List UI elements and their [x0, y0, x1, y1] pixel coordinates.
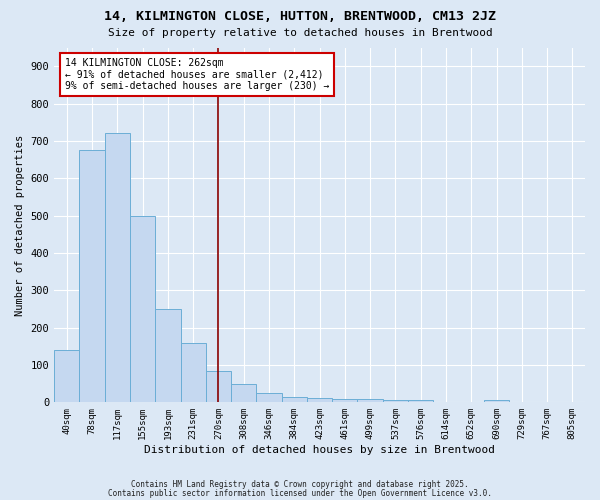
- Text: Contains HM Land Registry data © Crown copyright and database right 2025.: Contains HM Land Registry data © Crown c…: [131, 480, 469, 489]
- X-axis label: Distribution of detached houses by size in Brentwood: Distribution of detached houses by size …: [144, 445, 495, 455]
- Bar: [181, 342, 206, 402]
- Bar: [105, 134, 130, 402]
- Bar: [206, 370, 231, 402]
- Bar: [484, 400, 509, 402]
- Bar: [383, 400, 408, 402]
- Bar: [155, 309, 181, 402]
- Bar: [408, 400, 433, 402]
- Bar: [231, 384, 256, 402]
- Bar: [79, 150, 105, 403]
- Text: Contains public sector information licensed under the Open Government Licence v3: Contains public sector information licen…: [108, 488, 492, 498]
- Y-axis label: Number of detached properties: Number of detached properties: [15, 134, 25, 316]
- Bar: [332, 400, 358, 402]
- Text: Size of property relative to detached houses in Brentwood: Size of property relative to detached ho…: [107, 28, 493, 38]
- Bar: [281, 396, 307, 402]
- Bar: [54, 350, 79, 403]
- Bar: [256, 393, 281, 402]
- Text: 14, KILMINGTON CLOSE, HUTTON, BRENTWOOD, CM13 2JZ: 14, KILMINGTON CLOSE, HUTTON, BRENTWOOD,…: [104, 10, 496, 23]
- Bar: [130, 216, 155, 402]
- Text: 14 KILMINGTON CLOSE: 262sqm
← 91% of detached houses are smaller (2,412)
9% of s: 14 KILMINGTON CLOSE: 262sqm ← 91% of det…: [65, 58, 329, 92]
- Bar: [307, 398, 332, 402]
- Bar: [358, 398, 383, 402]
